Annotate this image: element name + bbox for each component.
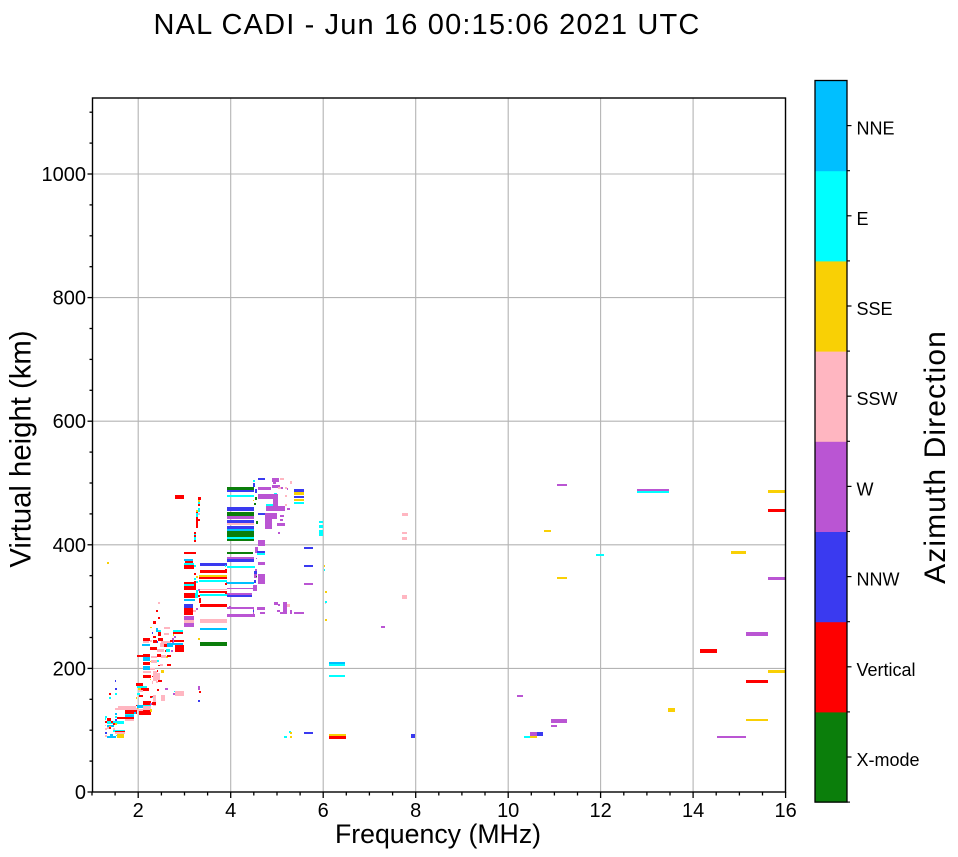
svg-text:E: E — [857, 209, 869, 229]
svg-text:400: 400 — [53, 535, 86, 557]
svg-text:NNW: NNW — [857, 570, 900, 590]
svg-text:SSE: SSE — [857, 299, 893, 319]
svg-text:0: 0 — [75, 782, 86, 804]
svg-text:600: 600 — [53, 411, 86, 433]
svg-text:800: 800 — [53, 288, 86, 310]
svg-text:Virtual height (km): Virtual height (km) — [5, 330, 38, 567]
svg-text:NNE: NNE — [857, 119, 895, 139]
svg-text:X-mode: X-mode — [857, 750, 920, 770]
svg-text:6: 6 — [318, 800, 329, 822]
svg-text:2: 2 — [133, 800, 144, 822]
svg-text:8: 8 — [410, 800, 421, 822]
svg-text:Azimuth Direction: Azimuth Direction — [919, 330, 952, 584]
svg-text:10: 10 — [497, 800, 519, 822]
svg-text:Frequency (MHz): Frequency (MHz) — [335, 819, 541, 849]
svg-text:200: 200 — [53, 658, 86, 680]
svg-text:1000: 1000 — [42, 164, 87, 186]
svg-text:4: 4 — [225, 800, 236, 822]
svg-text:12: 12 — [589, 800, 611, 822]
svg-text:SSW: SSW — [857, 389, 898, 409]
svg-text:NAL CADI - Jun 16 00:15:06 202: NAL CADI - Jun 16 00:15:06 2021 UTC — [154, 9, 701, 41]
svg-text:14: 14 — [682, 800, 704, 822]
svg-text:W: W — [857, 479, 874, 499]
svg-text:16: 16 — [774, 800, 796, 822]
svg-text:Vertical: Vertical — [857, 660, 916, 680]
